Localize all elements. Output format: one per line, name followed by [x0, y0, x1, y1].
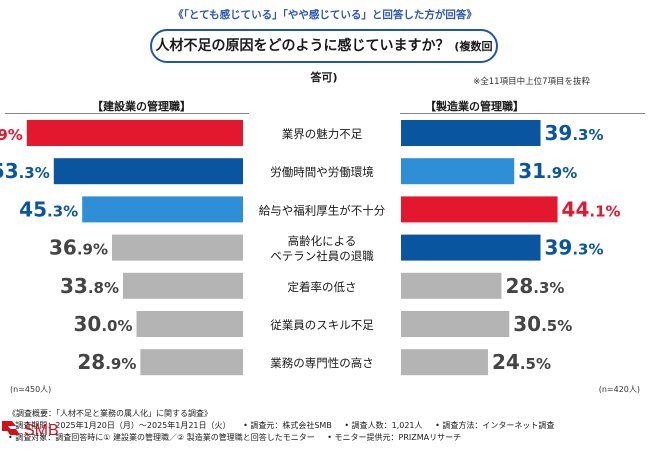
category-label-2: 労働時間や労働環境 — [270, 165, 374, 179]
right-value-label-2: 31.9% — [518, 159, 577, 183]
question-text: 人材不足の原因をどのように感じていますか？ — [155, 38, 450, 54]
right-value-label-7: 24.5% — [492, 350, 551, 374]
category-label-1: 業界の魅力不足 — [282, 127, 363, 141]
left-bar-4 — [112, 234, 243, 261]
left-bar-7 — [140, 349, 243, 376]
category-label-5: 定着率の低さ — [288, 280, 357, 294]
left-value-label-2: 53.3% — [0, 159, 50, 183]
left-value-label-1: 60.9% — [0, 121, 23, 145]
footer-method: • 調査方法：インターネット調査 — [435, 421, 555, 430]
category-label-3: 給与や福利厚生が不十分 — [259, 203, 386, 217]
left-bar-2 — [53, 158, 243, 185]
left-value-label-6: 30.0% — [73, 312, 132, 336]
right-value-label-1: 39.3% — [545, 121, 604, 145]
category-label-7: 業務の専門性の高さ — [270, 356, 374, 370]
smb-logo-text: SMB — [24, 422, 59, 439]
footer-provider: • モニター提供元：PRIZMAリサーチ — [327, 433, 462, 442]
right-divider — [400, 113, 645, 114]
right-bar-2 — [401, 158, 515, 185]
left-value-label-5: 33.8% — [60, 274, 119, 298]
question-sub: (複数回答可) — [310, 40, 493, 84]
smb-logo-mark — [2, 421, 20, 435]
right-n-label: (n=420人) — [599, 385, 640, 394]
footer-line-2: • 調査対象：調査回答時に① 建設業の管理職／② 製造業の管理職と回答したモニタ… — [8, 432, 471, 443]
right-bar-7 — [401, 349, 488, 376]
right-value-label-6: 30.5% — [513, 312, 572, 336]
left-value-label-4: 36.9% — [49, 236, 108, 260]
right-bar-4 — [401, 234, 541, 261]
left-group-label: 【建設業の管理職】 — [92, 100, 191, 113]
right-bar-3 — [401, 196, 558, 223]
left-bar-1 — [26, 120, 244, 146]
left-n-label: (n=450人) — [10, 385, 51, 394]
footer-period: • 調査期間：2025年1月20日（月）～2025年1月21日（火） — [8, 421, 231, 430]
right-bar-1 — [401, 120, 541, 146]
left-bar-6 — [136, 311, 243, 337]
footer-line-1: • 調査期間：2025年1月20日（月）～2025年1月21日（火） • 調査元… — [8, 420, 564, 431]
footer-count: • 調査人数：1,021人 — [344, 421, 423, 430]
footer-source: • 調査元：株式会社SMB — [243, 421, 332, 430]
right-value-label-5: 28.3% — [505, 274, 564, 298]
right-value-label-3: 44.1% — [562, 197, 621, 221]
left-divider — [5, 113, 249, 114]
right-bar-6 — [401, 311, 510, 337]
question-box: 人材不足の原因をどのように感じていますか？ (複数回答可) — [150, 29, 498, 84]
footer-title: 《調査概要：「人材不足と業務の属人化」に関する調査》 — [8, 409, 212, 418]
footer-target: • 調査対象：調査回答時に① 建設業の管理職／② 製造業の管理職と回答したモニタ… — [8, 433, 315, 442]
category-label-6: 従業員のスキル不足 — [270, 318, 374, 332]
category-label-4-line2: ベテラン社員の退職 — [270, 249, 374, 263]
right-bar-5 — [401, 272, 502, 299]
left-bar-5 — [123, 272, 243, 299]
left-value-label-3: 45.3% — [19, 197, 78, 221]
left-value-label-7: 28.9% — [77, 350, 136, 374]
header-note: 《「とても感じている」「やや感じている」と回答した方が回答》 — [173, 9, 477, 21]
category-label-4-line1: 高齢化による — [288, 234, 357, 248]
selection-note: ※全11項目中上位7項目を抜粋 — [473, 77, 590, 87]
right-group-label: 【製造業の管理職】 — [425, 100, 524, 113]
right-value-label-4: 39.3% — [545, 236, 604, 260]
left-bar-3 — [82, 196, 243, 223]
smb-logo: SMB — [2, 421, 59, 439]
